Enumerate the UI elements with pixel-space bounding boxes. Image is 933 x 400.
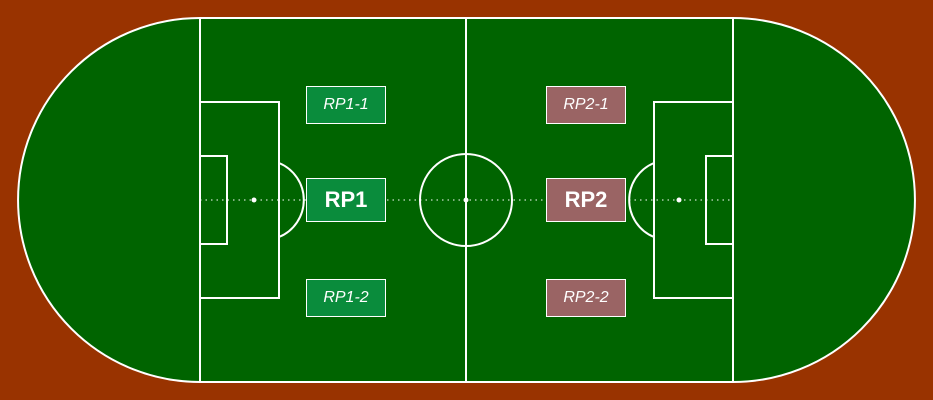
left-goal-area — [199, 155, 228, 245]
marker-rp1-1[interactable]: RP1-1 — [306, 86, 386, 124]
left-penalty-arc — [278, 162, 305, 238]
marker-rp1-1-label: RP1-1 — [323, 96, 369, 113]
marker-rp2-2[interactable]: RP2-2 — [546, 279, 626, 317]
right-penalty-arc — [628, 162, 655, 238]
marker-rp1-label: RP1 — [324, 187, 368, 212]
marker-rp2-1[interactable]: RP2-1 — [546, 86, 626, 124]
left-penalty-spot — [251, 197, 257, 203]
marker-rp1-2[interactable]: RP1-2 — [306, 279, 386, 317]
marker-rp2-1-label: RP2-1 — [563, 96, 609, 113]
center-spot — [463, 197, 469, 203]
marker-rp2-label: RP2 — [564, 187, 608, 212]
marker-rp2[interactable]: RP2 — [546, 178, 626, 222]
right-penalty-spot — [676, 197, 682, 203]
right-goal-area — [705, 155, 734, 245]
marker-rp2-2-label: RP2-2 — [563, 289, 609, 306]
marker-rp1-2-label: RP1-2 — [323, 289, 369, 306]
marker-rp1[interactable]: RP1 — [306, 178, 386, 222]
